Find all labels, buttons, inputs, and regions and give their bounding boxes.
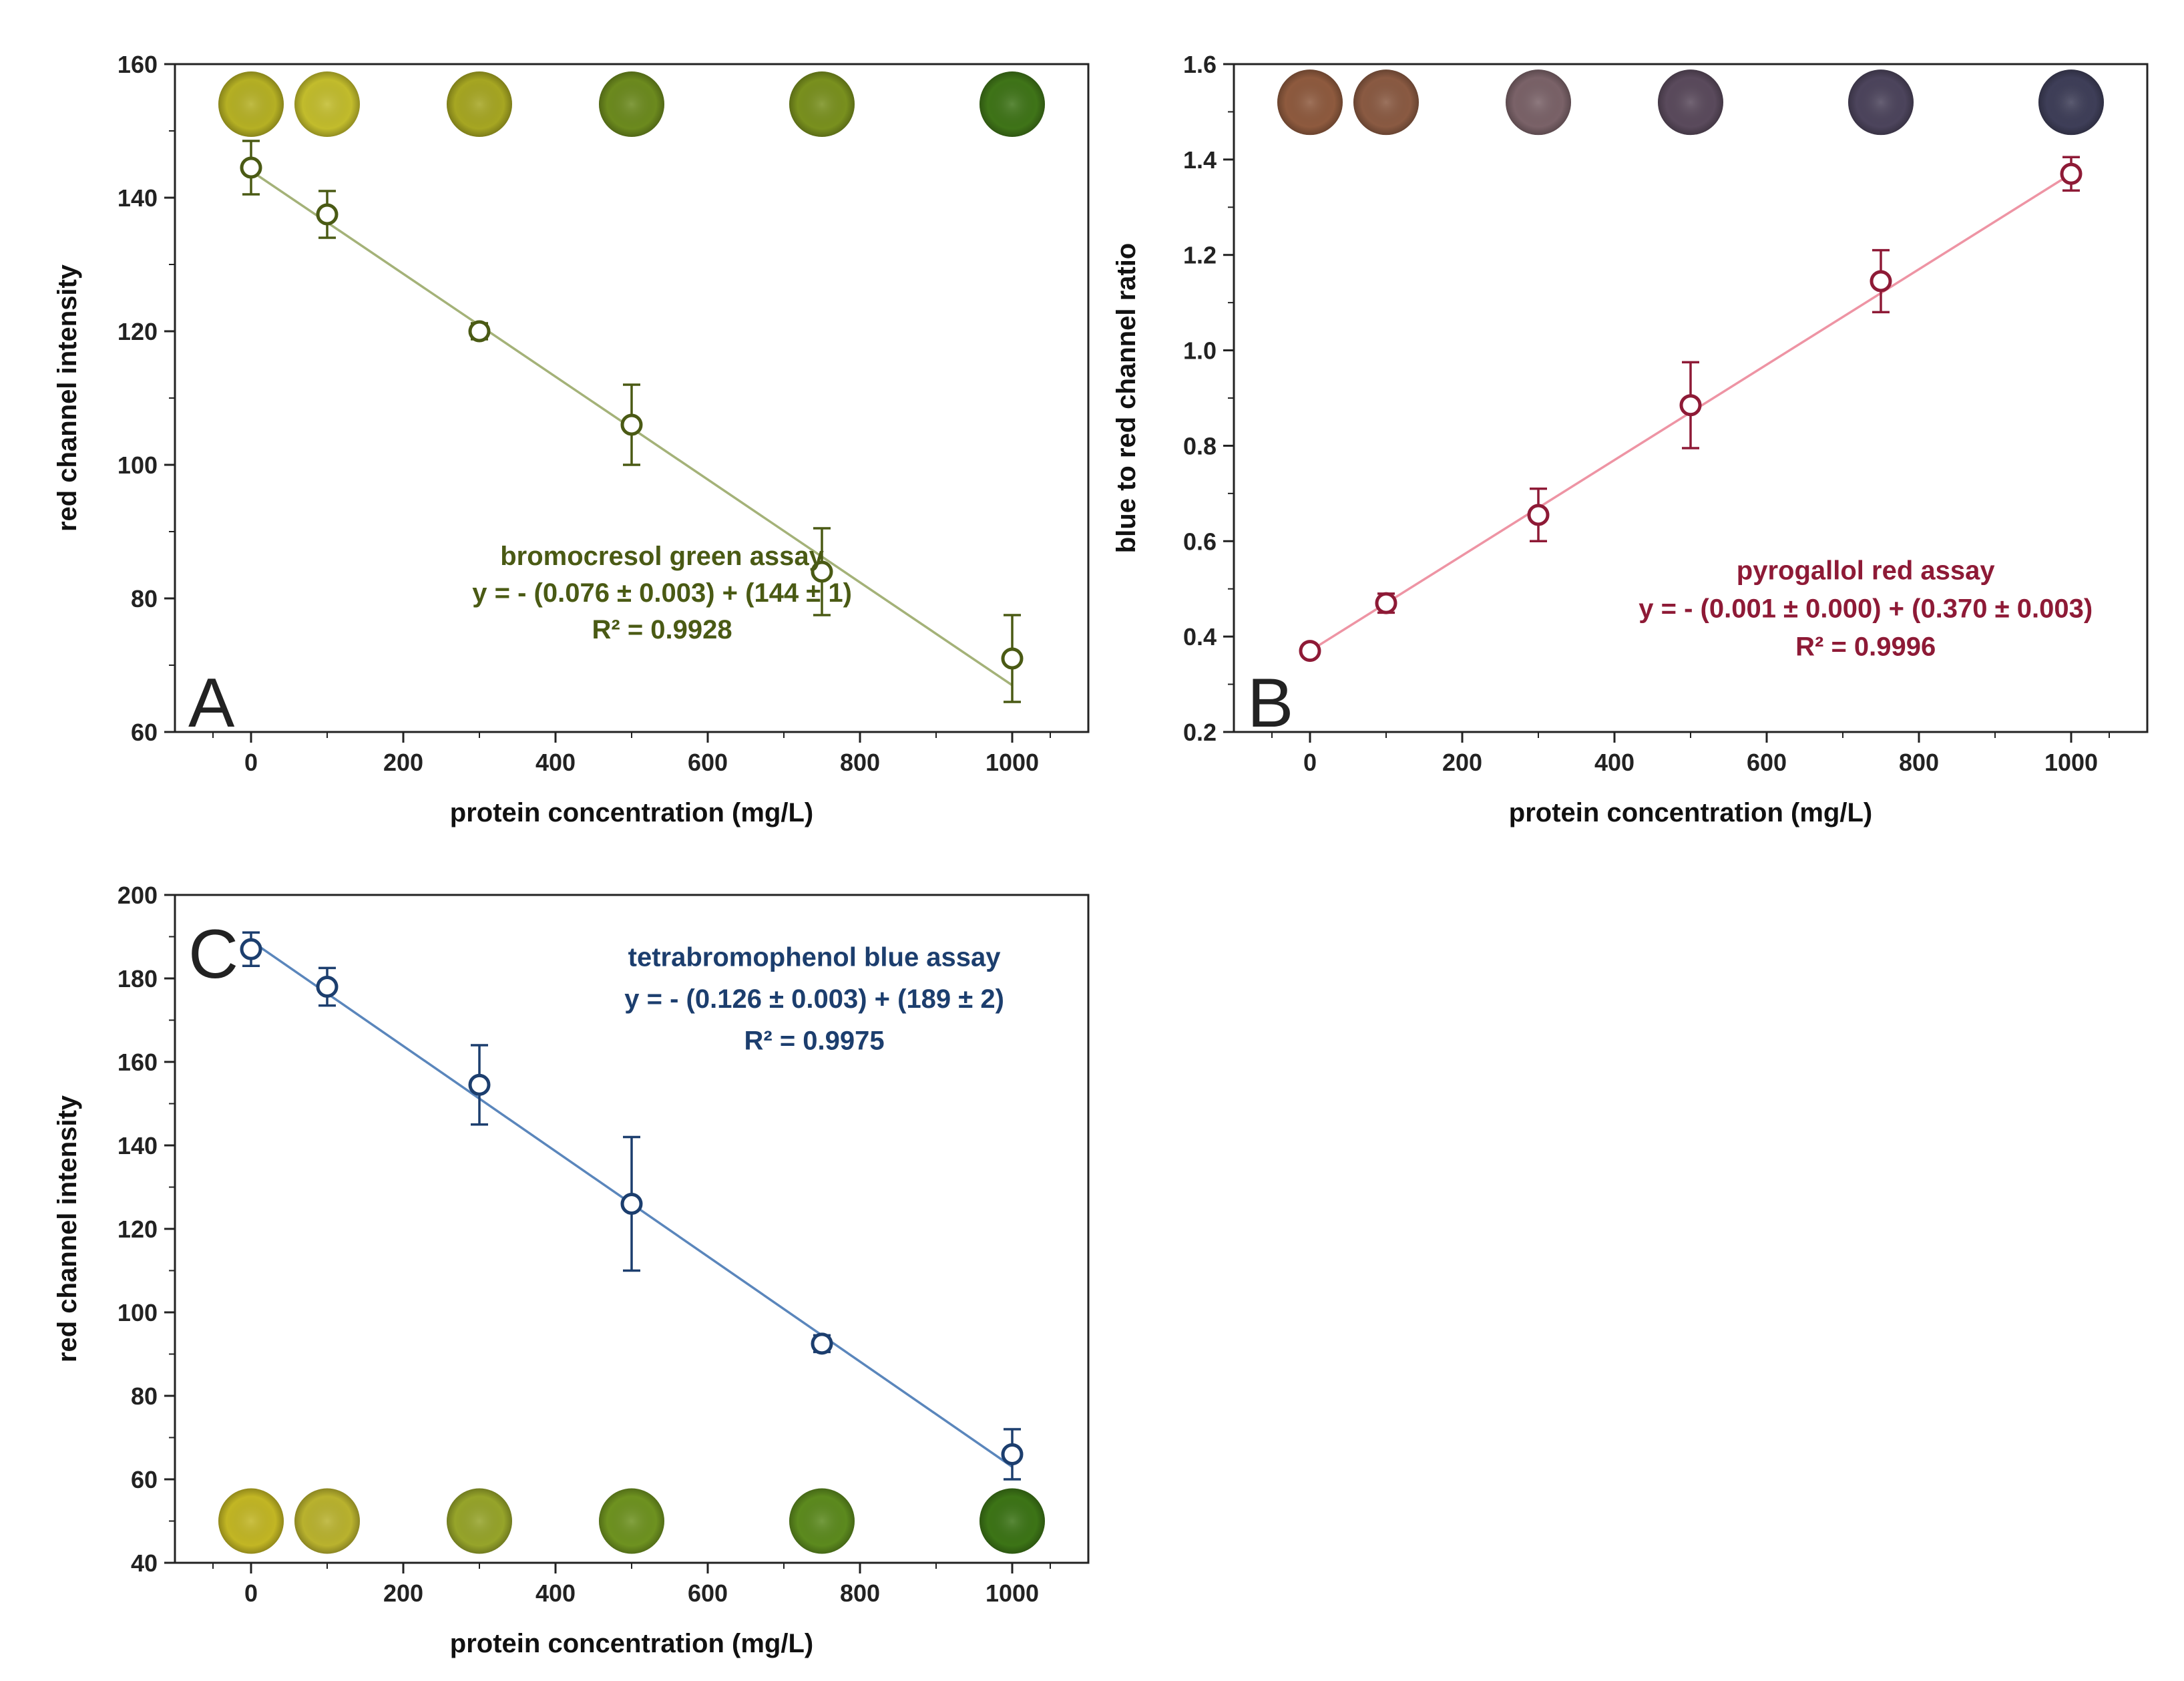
data-point xyxy=(1001,1443,1024,1465)
assay-annotation-line: pyrogallol red assay xyxy=(1737,556,1996,585)
color-swatch-shade xyxy=(599,71,664,137)
assay-annotation-line: y = - (0.126 ± 0.003) + (189 ± 2) xyxy=(624,984,1004,1014)
color-swatch-shade xyxy=(447,71,512,137)
assay-annotation-line: y = - (0.076 ± 0.003) + (144 ± 1) xyxy=(472,578,852,608)
panel-b-pyrogallol-red: 0 200 400 600 800 1000 0.2 0.4 0.6 0.8 1.0 1.2 1.4 1.… xyxy=(1112,51,2149,827)
data-point xyxy=(620,413,643,436)
color-swatch-shade xyxy=(1277,69,1343,136)
y-tick-label: 1.2 xyxy=(1183,242,1217,269)
x-tick-label: 800 xyxy=(1899,749,1939,776)
x-axis-label: protein concentration (mg/L) xyxy=(1509,798,1872,827)
color-swatch-shade xyxy=(1658,69,1723,136)
data-point xyxy=(1375,592,1397,614)
y-tick-label: 80 xyxy=(131,1382,158,1410)
data-point xyxy=(316,976,339,998)
x-tick-label: 600 xyxy=(688,749,728,776)
data-point xyxy=(1870,270,1892,293)
y-tick-label: 140 xyxy=(118,184,158,212)
data-point xyxy=(1527,504,1550,526)
color-swatch-shade xyxy=(789,71,855,137)
assay-annotation-line: tetrabromophenol blue assay xyxy=(628,942,1002,972)
x-tick-label: 600 xyxy=(1747,749,1787,776)
y-tick-label: 120 xyxy=(118,1216,158,1243)
y-tick-label: 1.4 xyxy=(1183,146,1217,174)
x-tick-label: 800 xyxy=(840,749,880,776)
x-tick-label: 800 xyxy=(840,1579,880,1607)
x-tick-label: 0 xyxy=(1303,749,1317,776)
y-tick-label: 0.4 xyxy=(1183,623,1217,650)
data-point xyxy=(240,156,262,179)
data-point xyxy=(1299,640,1321,663)
y-axis-label: red channel intensity xyxy=(53,1095,82,1362)
x-tick-label: 200 xyxy=(383,749,423,776)
color-swatch-shade xyxy=(294,1488,360,1554)
color-swatch-shade xyxy=(1848,69,1914,136)
y-tick-label: 180 xyxy=(118,965,158,992)
data-point xyxy=(811,560,833,583)
y-tick-label: 80 xyxy=(131,585,158,612)
x-tick-label: 600 xyxy=(688,1579,728,1607)
panel-letter: C xyxy=(188,916,238,993)
data-point xyxy=(316,203,339,226)
y-tick-label: 0.2 xyxy=(1183,719,1217,746)
color-swatch-shade xyxy=(599,1488,664,1554)
color-swatch-shade xyxy=(294,71,360,137)
color-swatch-shade xyxy=(2038,69,2104,136)
color-swatch-shade xyxy=(447,1488,512,1554)
y-tick-label: 1.0 xyxy=(1183,337,1217,365)
data-point xyxy=(1001,647,1024,670)
assay-annotation-line: bromocresol green assay xyxy=(500,542,824,571)
color-swatch-shade xyxy=(218,71,284,137)
color-swatch-shade xyxy=(979,1488,1045,1554)
panel-letter: B xyxy=(1247,665,1293,742)
data-point xyxy=(620,1193,643,1215)
color-swatch-shade xyxy=(789,1488,855,1554)
y-tick-label: 100 xyxy=(118,451,158,479)
y-tick-label: 100 xyxy=(118,1299,158,1326)
y-axis-label: blue to red channel ratio xyxy=(1112,243,1141,554)
y-tick-label: 1.6 xyxy=(1183,51,1217,78)
y-tick-label: 40 xyxy=(131,1549,158,1577)
data-point xyxy=(240,938,262,960)
assay-annotation-line: R² = 0.9975 xyxy=(744,1026,885,1055)
x-tick-label: 1000 xyxy=(986,1579,1039,1607)
data-point xyxy=(468,320,491,343)
x-axis-label: protein concentration (mg/L) xyxy=(450,1629,813,1658)
x-tick-label: 1000 xyxy=(2044,749,2098,776)
panel-letter: A xyxy=(188,665,235,742)
x-tick-label: 0 xyxy=(244,1579,258,1607)
assay-annotation-line: R² = 0.9996 xyxy=(1795,632,1936,662)
data-point xyxy=(468,1073,491,1096)
panel-a-bromocresol-green: 0 200 400 600 800 1000 60 80 100 120 140 160 protein… xyxy=(53,51,1090,827)
color-swatch-shade xyxy=(1506,69,1571,136)
y-tick-label: 120 xyxy=(118,318,158,345)
y-tick-label: 0.6 xyxy=(1183,528,1217,555)
y-tick-label: 140 xyxy=(118,1132,158,1159)
x-tick-label: 400 xyxy=(535,1579,576,1607)
y-tick-label: 0.8 xyxy=(1183,432,1217,459)
x-tick-label: 200 xyxy=(1442,749,1482,776)
y-tick-label: 200 xyxy=(118,882,158,909)
color-swatch-shade xyxy=(1353,69,1419,136)
x-tick-label: 400 xyxy=(535,749,576,776)
color-swatch-shade xyxy=(979,71,1045,137)
x-tick-label: 1000 xyxy=(986,749,1039,776)
y-axis-label: red channel intensity xyxy=(53,264,82,532)
x-axis-label: protein concentration (mg/L) xyxy=(450,798,813,827)
x-tick-label: 400 xyxy=(1594,749,1634,776)
x-tick-label: 200 xyxy=(383,1579,423,1607)
y-tick-label: 60 xyxy=(131,1466,158,1493)
color-swatch-shade xyxy=(218,1488,284,1554)
data-point xyxy=(2060,162,2083,185)
data-point xyxy=(811,1332,833,1355)
data-point xyxy=(1679,394,1702,417)
y-tick-label: 160 xyxy=(118,1049,158,1076)
assay-annotation-line: y = - (0.001 ± 0.000) + (0.370 ± 0.003) xyxy=(1639,594,2093,624)
x-tick-label: 0 xyxy=(244,749,258,776)
y-tick-label: 60 xyxy=(131,719,158,746)
y-tick-label: 160 xyxy=(118,51,158,78)
panel-c-tetrabromophenol-blue: 0 200 400 600 800 1000 40 60 80 100 120 140 160 180 20… xyxy=(53,882,1090,1658)
assay-annotation-line: R² = 0.9928 xyxy=(592,615,732,644)
